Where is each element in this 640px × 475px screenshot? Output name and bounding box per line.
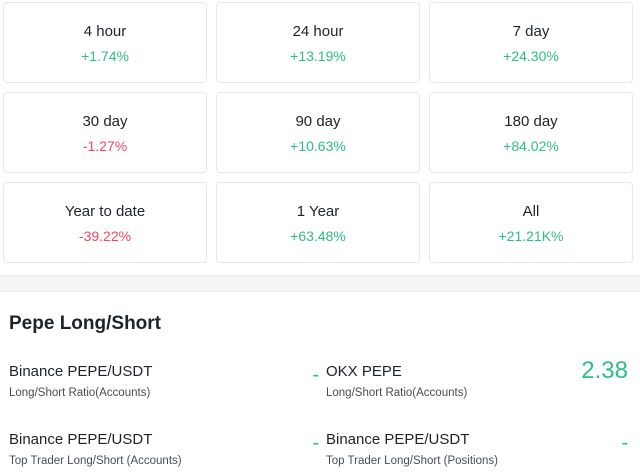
ls-metric: Top Trader Long/Short (Accounts) [9, 455, 182, 467]
perf-card-90-day: 90 day +10.63% [216, 92, 420, 173]
ls-metric: Long/Short Ratio(Accounts) [326, 387, 468, 399]
perf-card-1-year: 1 Year +63.48% [216, 182, 420, 263]
perf-card-4-hour: 4 hour +1.74% [3, 2, 207, 83]
perf-change: +13.19% [290, 48, 346, 64]
long-short-item-okx-accounts: OKX PEPE Long/Short Ratio(Accounts) 2.38 [326, 357, 628, 407]
section-divider [0, 275, 640, 292]
ls-market: Binance PEPE/USDT [326, 431, 470, 448]
perf-period: All [522, 203, 540, 220]
perf-period: 7 day [512, 23, 550, 40]
long-short-item-binance-accounts: Binance PEPE/USDT Long/Short Ratio(Accou… [9, 363, 319, 407]
perf-period: 1 Year [296, 203, 340, 220]
long-short-item-binance-top-trader-accounts: Binance PEPE/USDT Top Trader Long/Short … [9, 431, 319, 475]
perf-change: -1.27% [82, 138, 128, 154]
perf-period: 24 hour [292, 23, 344, 40]
ls-value: - [312, 432, 319, 454]
ls-value: 2.38 [581, 357, 628, 384]
ls-market: Binance PEPE/USDT [9, 363, 153, 380]
ls-market: Binance PEPE/USDT [9, 431, 153, 448]
perf-period: 90 day [295, 113, 341, 130]
perf-period: 4 hour [83, 23, 127, 40]
perf-card-7-day: 7 day +24.30% [429, 2, 633, 83]
ls-metric: Top Trader Long/Short (Positions) [326, 455, 498, 467]
perf-period: 30 day [82, 113, 128, 130]
perf-period: Year to date [64, 203, 146, 220]
ls-value: - [312, 364, 319, 386]
ls-market: OKX PEPE [326, 363, 402, 380]
ls-value: - [621, 432, 628, 454]
perf-change: +24.30% [503, 48, 559, 64]
perf-card-24-hour: 24 hour +13.19% [216, 2, 420, 83]
perf-card-year-to-date: Year to date -39.22% [3, 182, 207, 263]
long-short-item-binance-top-trader-positions: Binance PEPE/USDT Top Trader Long/Short … [326, 431, 628, 475]
perf-change: +10.63% [290, 138, 346, 154]
perf-change: -39.22% [78, 228, 132, 244]
perf-period: 180 day [504, 113, 558, 130]
perf-card-180-day: 180 day +84.02% [429, 92, 633, 173]
perf-card-all: All +21.21K% [429, 182, 633, 263]
perf-change: +1.74% [81, 48, 129, 64]
perf-change: +21.21K% [498, 228, 564, 244]
ls-metric: Long/Short Ratio(Accounts) [9, 387, 151, 399]
perf-card-30-day: 30 day -1.27% [3, 92, 207, 173]
perf-change: +63.48% [290, 228, 346, 244]
long-short-title: Pepe Long/Short [9, 313, 161, 334]
perf-change: +84.02% [503, 138, 559, 154]
